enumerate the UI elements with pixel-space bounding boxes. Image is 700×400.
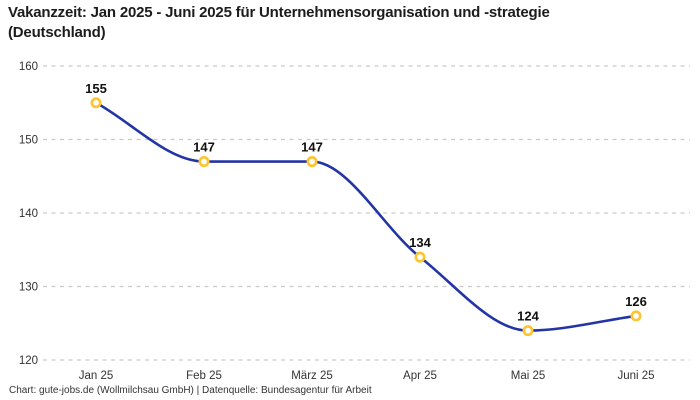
data-point-marker — [198, 156, 210, 168]
attribution-footer: Chart: gute-jobs.de (Wollmilchsau GmbH) … — [9, 385, 372, 396]
y-tick-label: 140 — [19, 208, 38, 220]
x-tick-label: Jan 25 — [79, 370, 114, 382]
data-point-marker — [630, 310, 642, 322]
y-tick-label: 150 — [19, 135, 38, 147]
data-point-marker — [306, 156, 318, 168]
data-point-label: 155 — [85, 81, 107, 96]
x-tick-label: Mai 25 — [511, 370, 546, 382]
data-point-label: 147 — [193, 140, 215, 155]
data-point-label: 124 — [517, 309, 539, 324]
data-line — [94, 101, 638, 332]
data-point-marker — [90, 97, 102, 109]
y-tick-label: 120 — [19, 355, 38, 367]
data-point-label: 147 — [301, 140, 323, 155]
y-tick-label: 160 — [19, 61, 38, 73]
x-tick-label: Juni 25 — [617, 370, 654, 382]
data-point-marker — [414, 251, 426, 263]
y-tick-label: 130 — [19, 282, 38, 294]
x-tick-label: März 25 — [291, 370, 333, 382]
x-tick-label: Feb 25 — [186, 370, 222, 382]
chart-title: Vakanzzeit: Jan 2025 - Juni 2025 für Unt… — [8, 4, 550, 41]
data-point-marker — [522, 325, 534, 337]
data-point-label: 126 — [625, 294, 647, 309]
data-point-label: 134 — [409, 235, 431, 250]
x-tick-label: Apr 25 — [403, 370, 437, 382]
